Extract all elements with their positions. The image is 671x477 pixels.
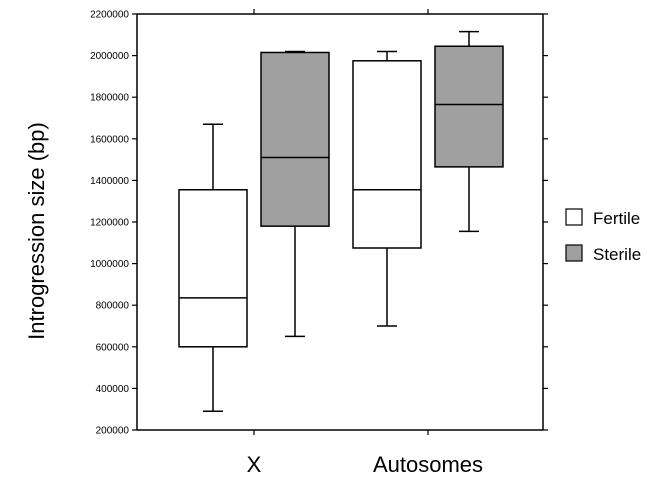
iqr-box <box>178 189 248 348</box>
y-tick-label: 200000 <box>96 426 130 437</box>
x-tick-label: Autosomes <box>373 452 483 477</box>
y-axis-ticks: 200000 400000 600000 800000 1000000 1200000 14… <box>90 10 548 437</box>
legend-swatch <box>565 208 583 226</box>
iqr-box <box>260 51 330 227</box>
y-tick-label: 800000 <box>96 301 130 312</box>
y-tick-label: 1200000 <box>90 218 129 229</box>
y-tick-label: 600000 <box>96 342 130 353</box>
y-tick-label: 400000 <box>96 384 130 395</box>
y-tick-label: 2000000 <box>90 51 129 62</box>
legend-label: Sterile <box>593 245 641 264</box>
x-axis-ticks: X Autosomes <box>247 9 483 477</box>
iqr-box <box>434 45 504 168</box>
y-tick-label: 2200000 <box>90 10 129 21</box>
legend-swatch <box>565 244 583 262</box>
y-tick-label: 1000000 <box>90 259 129 270</box>
box-group <box>178 30 504 413</box>
y-axis-label: Introgression size (bp) <box>24 122 49 340</box>
y-tick-label: 1400000 <box>90 176 129 187</box>
y-tick-label: 1600000 <box>90 134 129 145</box>
legend-label: Fertile <box>593 209 640 228</box>
x-tick-label: X <box>247 452 262 477</box>
iqr-box <box>352 60 422 249</box>
legend: Fertile Sterile <box>565 208 641 264</box>
y-tick-label: 1800000 <box>90 93 129 104</box>
